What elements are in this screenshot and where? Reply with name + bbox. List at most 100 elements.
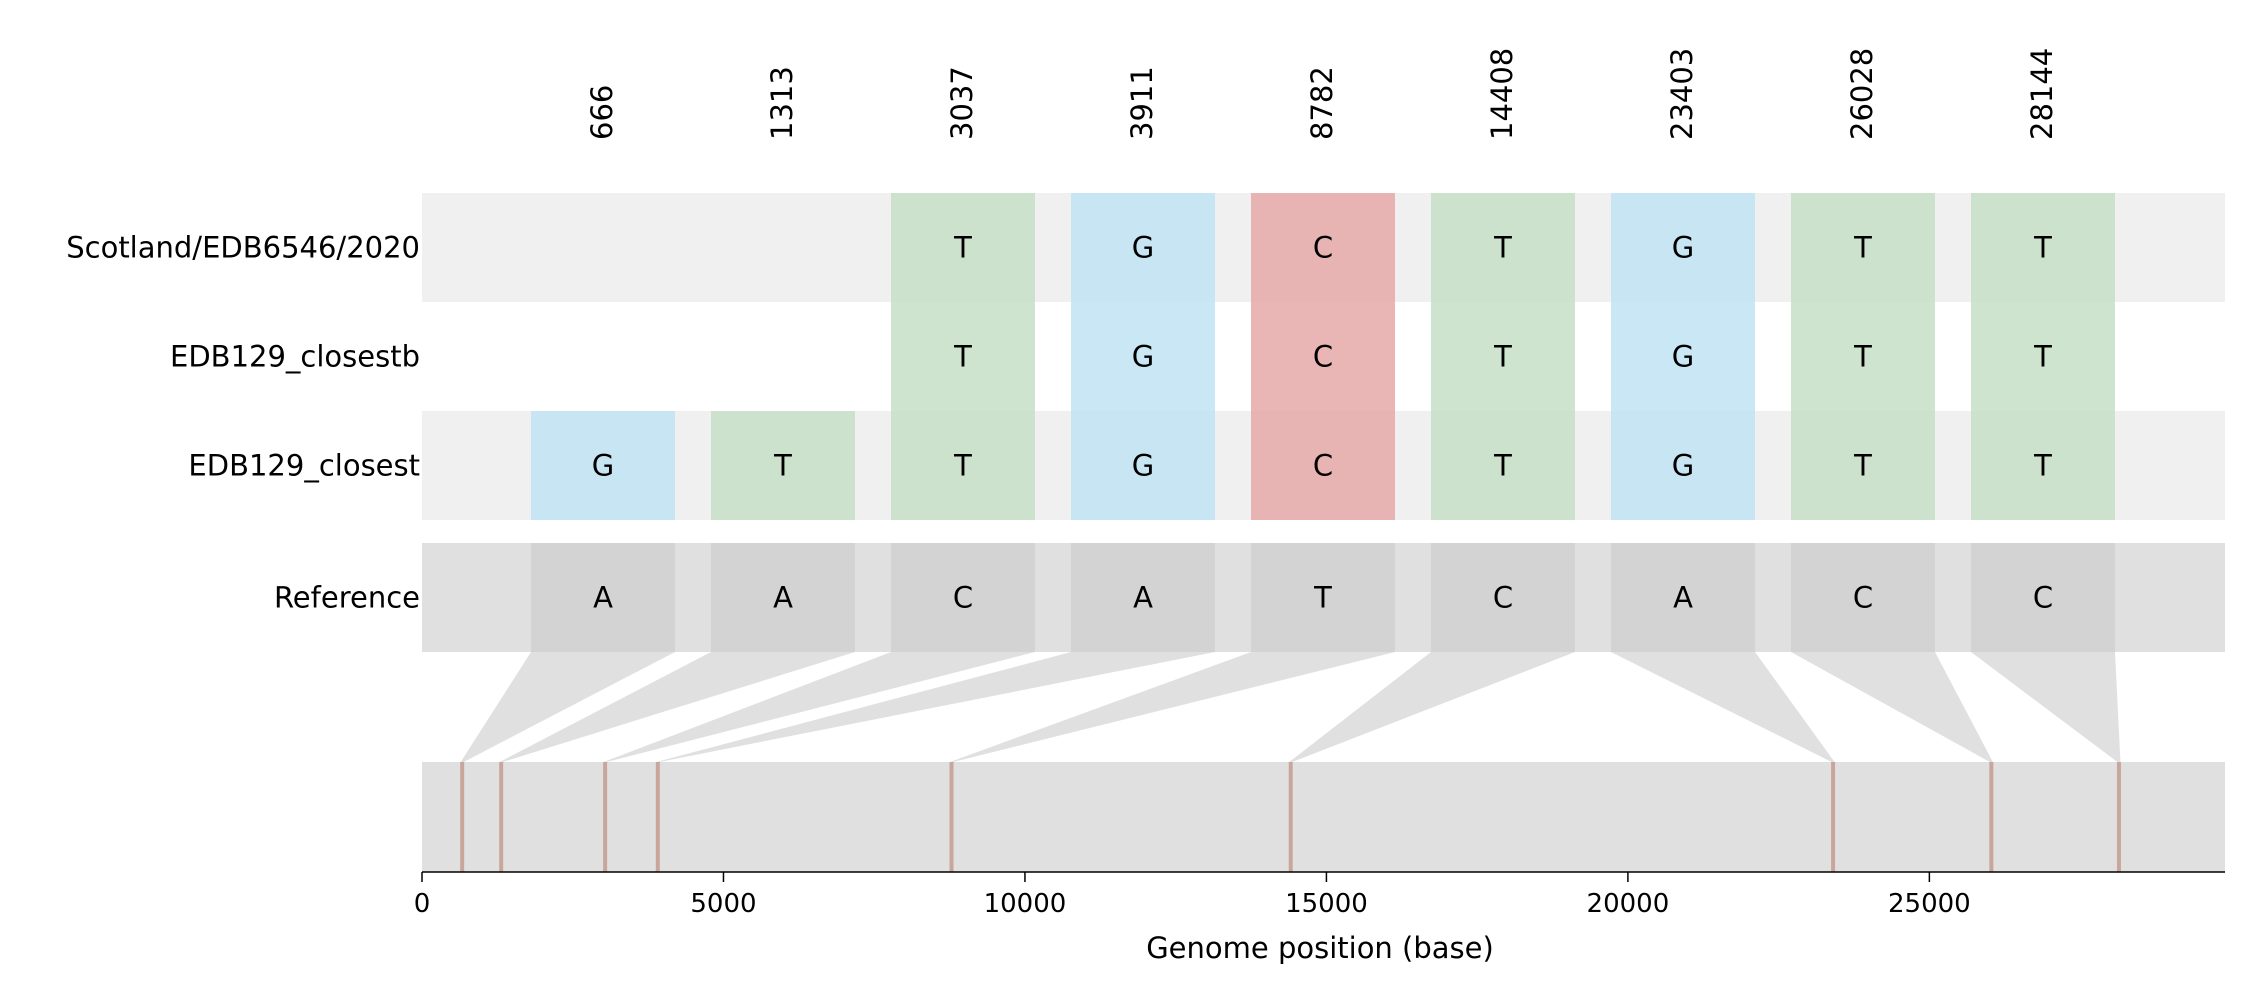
base-label: T: [2033, 231, 2052, 265]
base-cell: [1431, 411, 1575, 520]
reference-cell: [1071, 543, 1215, 652]
x-tick-label: 25000: [1888, 889, 1971, 919]
reference-cell: [1251, 543, 1395, 652]
site-position-label: 8782: [1305, 66, 1339, 140]
reference-base-label: C: [2033, 581, 2053, 615]
reference-base-label: A: [1673, 581, 1693, 615]
reference-cell: [1431, 543, 1575, 652]
base-cell: [1071, 411, 1215, 520]
base-label: C: [1313, 449, 1333, 483]
site-connector: [1611, 652, 1835, 762]
site-position-label: 666: [585, 85, 619, 140]
site-position-label: 28144: [2025, 48, 2059, 140]
base-label: G: [592, 449, 614, 483]
site-labels: 666 1313 3037 3911 8782 14408 23403 26028 28144: [585, 48, 2059, 140]
base-label: T: [953, 449, 972, 483]
reference-base-label: A: [773, 581, 793, 615]
site-position-label: 23403: [1665, 48, 1699, 140]
base-label: T: [953, 231, 972, 265]
base-label: T: [1493, 449, 1512, 483]
site-position-label: 26028: [1845, 48, 1879, 140]
base-cell: [1611, 193, 1755, 302]
reference-base-label: T: [1313, 581, 1332, 615]
reference-row: Reference A A C A T C A C C: [274, 543, 2225, 652]
x-axis-label: Genome position (base): [1146, 931, 1494, 965]
site-position-label: 1313: [765, 66, 799, 140]
site-connector: [950, 652, 1395, 762]
site-connector: [656, 652, 1215, 762]
base-label: T: [2033, 449, 2052, 483]
base-cell: [1251, 193, 1395, 302]
base-label: T: [2033, 340, 2052, 374]
base-label: T: [1493, 231, 1512, 265]
base-cell: [1791, 302, 1935, 411]
base-cell: [1611, 411, 1755, 520]
base-label: C: [1313, 231, 1333, 265]
site-position-label: 14408: [1485, 48, 1519, 140]
site-connector: [1971, 652, 2121, 762]
x-tick-label: 15000: [1285, 889, 1368, 919]
base-cell: [1791, 411, 1935, 520]
reference-cell: [531, 543, 675, 652]
site-position-label: 3037: [945, 66, 979, 140]
base-label: T: [1493, 340, 1512, 374]
reference-base-label: C: [953, 581, 973, 615]
site-connector: [603, 652, 1035, 762]
base-cell: [1071, 302, 1215, 411]
reference-cell: [1791, 543, 1935, 652]
base-cell: [891, 193, 1035, 302]
base-cell: [1971, 302, 2115, 411]
sequence-label: EDB129_closest: [188, 449, 420, 483]
site-connector: [460, 652, 675, 762]
base-label: G: [1672, 449, 1694, 483]
x-tick-label: 10000: [984, 889, 1067, 919]
base-cell: [1431, 193, 1575, 302]
base-cell: [1431, 302, 1575, 411]
genome-track: [422, 762, 2225, 872]
base-cell: [1791, 193, 1935, 302]
base-cell: [1251, 411, 1395, 520]
base-label: T: [1853, 449, 1872, 483]
base-label: T: [1853, 340, 1872, 374]
x-tick-label: 5000: [690, 889, 756, 919]
base-label: G: [1672, 340, 1694, 374]
sequence-rows: Scotland/EDB6546/2020 T G C T G T T EDB129_close…: [66, 193, 2225, 520]
reference-cell: [711, 543, 855, 652]
x-tick-label: 0: [414, 889, 431, 919]
reference-base-label: A: [1133, 581, 1153, 615]
reference-base-label: C: [1853, 581, 1873, 615]
sequence-label: Scotland/EDB6546/2020: [66, 231, 420, 265]
base-label: G: [1132, 340, 1154, 374]
x-axis: 0 5000 10000 15000 20000 25000: [414, 871, 2225, 919]
base-cell: [891, 302, 1035, 411]
site-connector: [499, 652, 855, 762]
reference-base-label: C: [1493, 581, 1513, 615]
site-connectors: [460, 652, 2121, 762]
sequence-label: EDB129_closestb: [170, 340, 420, 374]
reference-cell: [1971, 543, 2115, 652]
base-label: G: [1132, 231, 1154, 265]
base-label: T: [953, 340, 972, 374]
base-cell: [1251, 302, 1395, 411]
base-label: T: [773, 449, 792, 483]
base-label: G: [1132, 449, 1154, 483]
x-tick-label: 20000: [1587, 889, 1670, 919]
site-connector: [1791, 652, 1993, 762]
base-label: T: [1853, 231, 1872, 265]
base-cell: [891, 411, 1035, 520]
base-cell: [1971, 411, 2115, 520]
base-cell: [711, 411, 855, 520]
reference-cell: [891, 543, 1035, 652]
reference-base-label: A: [593, 581, 613, 615]
genome-band: [422, 762, 2225, 872]
reference-label: Reference: [274, 581, 420, 615]
base-cell: [531, 411, 675, 520]
base-cell: [1071, 193, 1215, 302]
base-cell: [1971, 193, 2115, 302]
site-position-label: 3911: [1125, 66, 1159, 140]
base-cell: [1611, 302, 1755, 411]
site-connector: [1289, 652, 1575, 762]
reference-cell: [1611, 543, 1755, 652]
